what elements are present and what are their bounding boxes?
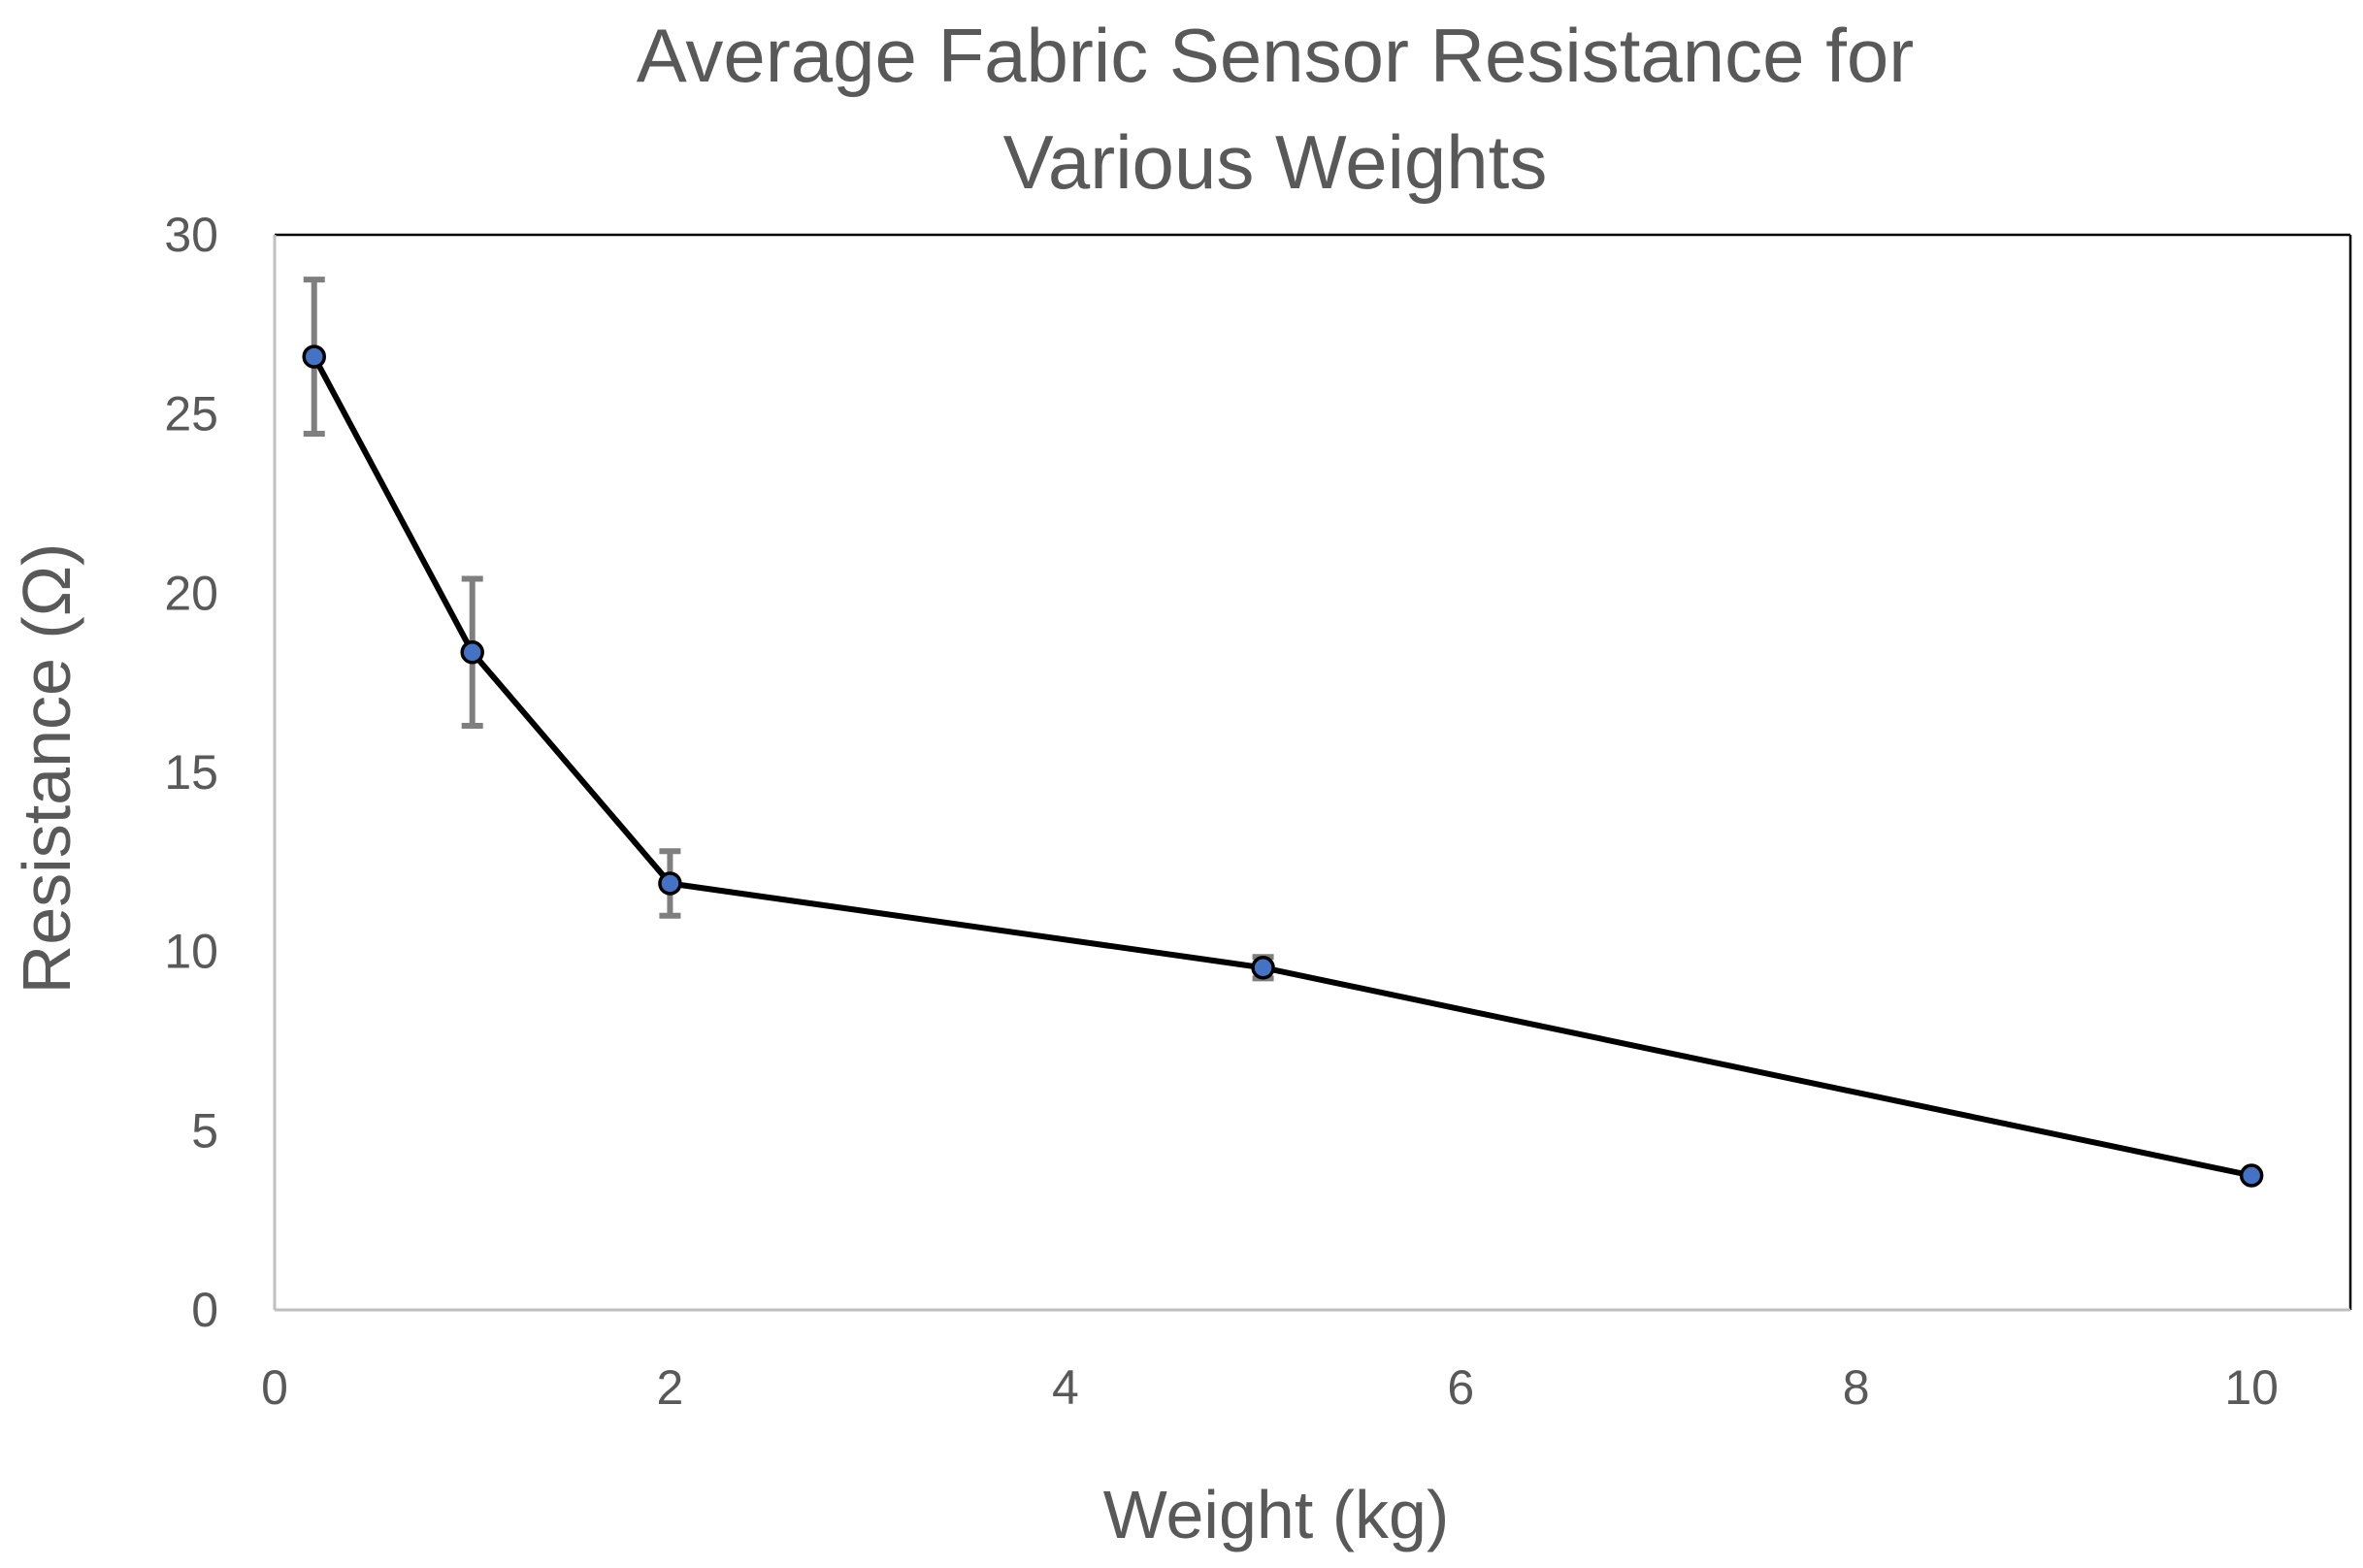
x-tick-label: 4 [1052, 1360, 1079, 1415]
x-tick-label: 6 [1447, 1360, 1474, 1415]
data-point [2239, 1163, 2264, 1188]
y-tick-label: 0 [191, 1283, 218, 1337]
chart-title-line-2: Various Weights [1002, 119, 1548, 205]
x-tick-label: 0 [261, 1360, 288, 1415]
y-tick-label: 30 [164, 208, 218, 262]
y-tick-label: 10 [164, 925, 218, 979]
y-tick-label: 15 [164, 745, 218, 800]
data-point [460, 640, 484, 665]
y-axis-label: Resistance (Ω) [9, 543, 84, 995]
y-tick-label: 20 [164, 566, 218, 620]
y-tick-label: 25 [164, 387, 218, 441]
y-tick-label: 5 [191, 1103, 218, 1158]
x-tick-label: 8 [1843, 1360, 1870, 1415]
x-tick-label: 2 [657, 1360, 684, 1415]
data-point [658, 871, 682, 896]
chart-title-line-1: Average Fabric Sensor Resistance for [636, 13, 1915, 98]
data-point [1251, 956, 1275, 980]
series-line [312, 355, 2252, 1179]
data-point [302, 344, 326, 369]
x-axis-label: Weight (kg) [1103, 1477, 1450, 1552]
x-tick-label: 10 [2224, 1360, 2279, 1415]
